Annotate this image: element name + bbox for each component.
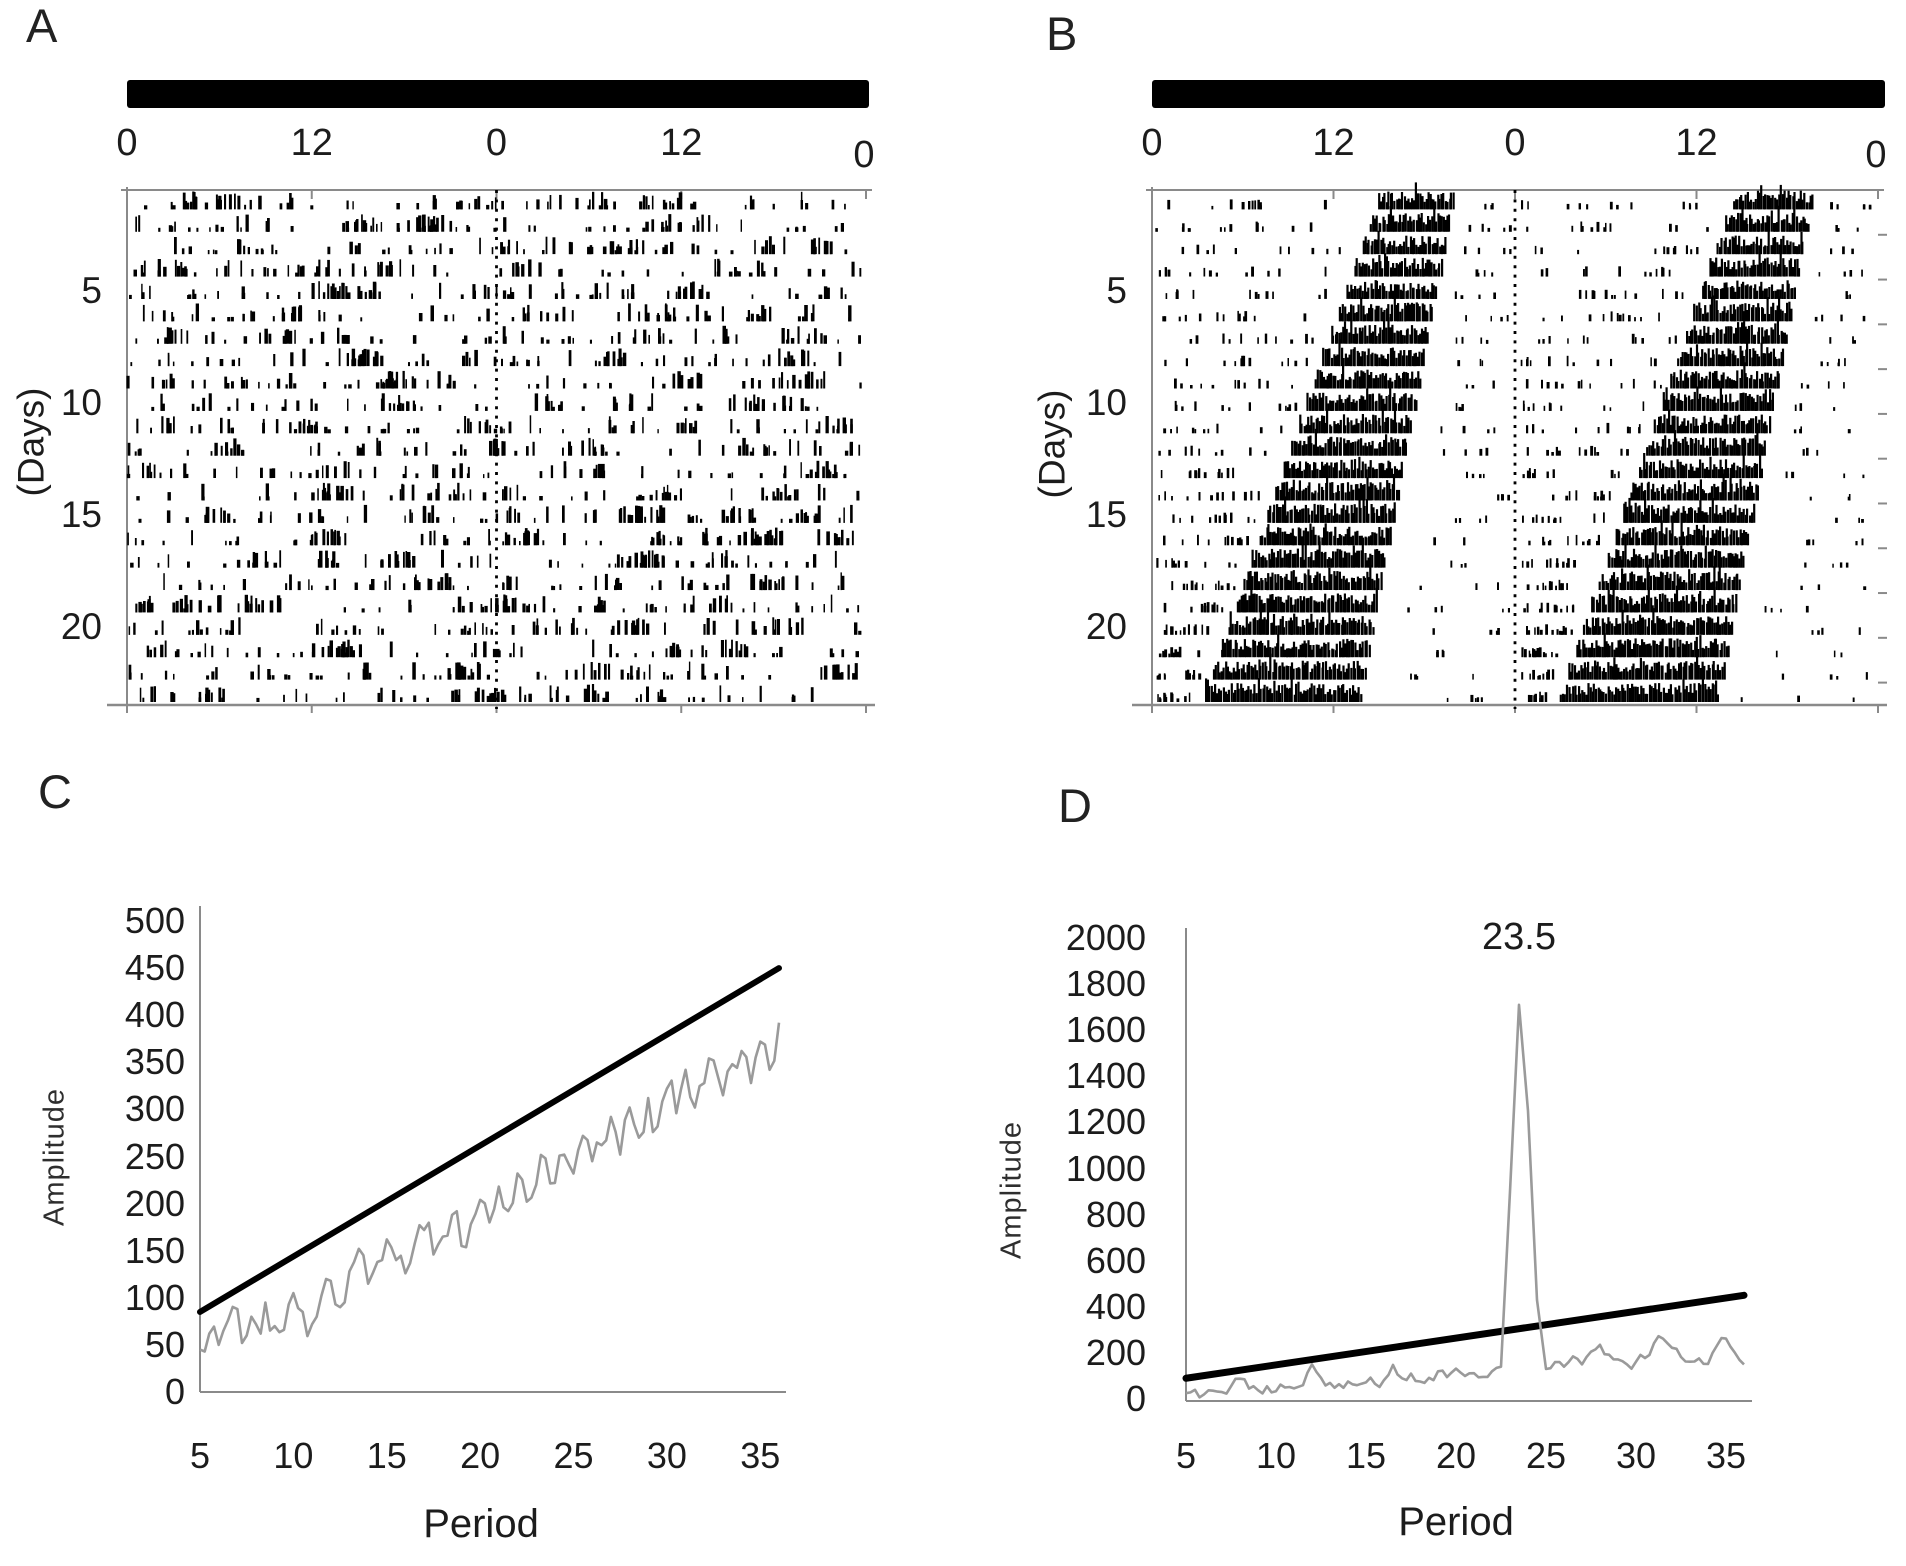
panel-a-day-tick-label: 5 xyxy=(81,269,102,311)
periodogram-line-c xyxy=(199,1022,781,1353)
panel-c-y-axis-title: Amplitude xyxy=(38,1088,71,1226)
periodogram-c xyxy=(197,906,786,1393)
panel-d-y-tick-label: 0 xyxy=(1125,1378,1146,1419)
panel-b-day-tick-label: 20 xyxy=(1085,605,1127,647)
panel-b-hour-label: 12 xyxy=(1675,122,1718,164)
actogram-a-frame xyxy=(107,187,875,713)
panel-d-y-tick-label: 1000 xyxy=(1065,1147,1146,1189)
panel-d-y-tick-label: 800 xyxy=(1085,1193,1146,1235)
panel-d-x-tick-label: 35 xyxy=(1705,1435,1747,1476)
panel-b-hour-label: 12 xyxy=(1312,122,1355,164)
panel-a-day-tick-label: 15 xyxy=(60,493,102,535)
panel-b-day-tick-label: 10 xyxy=(1085,381,1127,423)
panel-c-x-tick-label: 5 xyxy=(189,1435,211,1476)
panel-c-y-tick-label: 450 xyxy=(124,947,185,989)
panel-c-y-tick-label: 350 xyxy=(124,1041,185,1083)
panel-c-y-tick-label: 0 xyxy=(164,1371,185,1412)
panel-a-y-axis-title: (Days) xyxy=(10,387,52,497)
panel-d-y-tick-label: 600 xyxy=(1085,1239,1146,1281)
panel-b-hour-label: 0 xyxy=(1504,122,1526,164)
panel-d-y-tick-label: 1400 xyxy=(1065,1055,1146,1097)
panel-d-x-tick-label: 5 xyxy=(1175,1435,1197,1476)
panel-b-day-tick-label: 5 xyxy=(1106,269,1127,311)
significance-line-d xyxy=(1182,1291,1748,1382)
panel-d-x-tick-label: 20 xyxy=(1435,1435,1477,1476)
panel-d-peak-annotation: 23.5 xyxy=(1482,916,1556,958)
panel-d-x-tick-label: 25 xyxy=(1525,1435,1567,1476)
significance-line-c xyxy=(197,965,782,1315)
panel-c-y-tick-label: 500 xyxy=(124,900,185,941)
panel-c-x-axis-title: Period xyxy=(423,1502,539,1546)
panel-c-label: C xyxy=(38,765,72,818)
panel-d-y-tick-label: 200 xyxy=(1085,1331,1146,1373)
panel-c-y-tick-label: 50 xyxy=(144,1323,185,1365)
panel-b-day-tick-label: 15 xyxy=(1085,493,1127,535)
panel-d-y-tick-label: 2000 xyxy=(1065,917,1146,958)
panel-a-day-tick-label: 20 xyxy=(60,605,102,647)
panel-a-day-tick-label: 10 xyxy=(60,381,102,423)
panel-d-x-axis-title: Period xyxy=(1398,1500,1514,1544)
panel-a-hour-label: 0 xyxy=(485,122,508,164)
panel-d-x-tick-label: 30 xyxy=(1615,1435,1657,1476)
panel-b-y-axis-title: (Days) xyxy=(1031,389,1073,499)
panel-d-y-tick-label: 1200 xyxy=(1065,1101,1146,1143)
panel-c-x-tick-label: 30 xyxy=(646,1435,687,1476)
periodogram-line-d xyxy=(1185,1003,1745,1399)
panel-a-hour-label: 0 xyxy=(853,134,875,176)
panel-a-label: A xyxy=(26,0,58,52)
panel-c-x-tick-label: 20 xyxy=(460,1435,501,1476)
panel-d-y-tick-label: 1600 xyxy=(1065,1009,1146,1051)
panel-c-y-tick-label: 400 xyxy=(124,994,185,1036)
periodogram-d xyxy=(1182,928,1752,1402)
panel-c-y-tick-label: 300 xyxy=(124,1088,185,1130)
actogram-a-activity xyxy=(126,191,862,702)
panel-a-hour-label: 0 xyxy=(116,122,138,164)
panel-d-label: D xyxy=(1058,779,1092,832)
panel-c-y-tick-label: 100 xyxy=(124,1276,185,1318)
panel-d-x-tick-label: 15 xyxy=(1345,1435,1387,1476)
actogram-b-activity xyxy=(1155,182,1872,702)
panel-b-label: B xyxy=(1046,7,1078,60)
panel-a-hour-label: 12 xyxy=(290,122,333,164)
panel-c-x-tick-label: 25 xyxy=(553,1435,594,1476)
panel-d-y-axis-title: Amplitude xyxy=(995,1121,1028,1259)
panel-c-y-tick-label: 200 xyxy=(124,1182,185,1224)
panel-d-x-tick-label: 10 xyxy=(1255,1435,1297,1476)
panel-d-y-tick-label: 1800 xyxy=(1065,963,1146,1005)
panel-b-hour-label: 0 xyxy=(1141,122,1163,164)
panel-d-y-tick-label: 400 xyxy=(1085,1285,1146,1327)
panel-b-hour-label: 0 xyxy=(1865,134,1887,176)
panel-c-x-tick-label: 10 xyxy=(273,1435,314,1476)
panel-c-x-tick-label: 35 xyxy=(740,1435,781,1476)
panel-a-hour-label: 12 xyxy=(660,122,703,164)
panel-c-y-tick-label: 250 xyxy=(124,1135,185,1177)
dark-phase-bar-a xyxy=(127,80,869,108)
dark-phase-bar-b xyxy=(1152,80,1885,108)
panel-c-x-tick-label: 15 xyxy=(366,1435,407,1476)
panel-c-y-tick-label: 150 xyxy=(124,1229,185,1271)
